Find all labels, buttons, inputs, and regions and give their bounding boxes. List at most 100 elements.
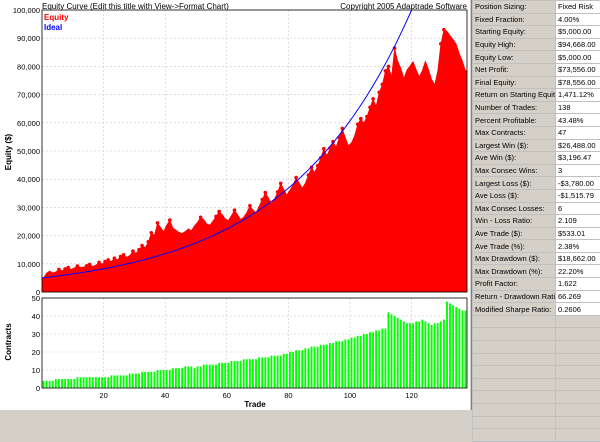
stats-row: Equity High:$94,668.00 xyxy=(473,38,600,51)
stat-label: Ave Win ($): xyxy=(473,152,556,165)
equity-tick-label: 70,000 xyxy=(17,91,40,100)
stats-row: Number of Trades:138 xyxy=(473,101,600,114)
contracts-bar xyxy=(301,350,303,388)
stats-row xyxy=(473,416,600,429)
stats-row xyxy=(473,341,600,354)
contracts-bar xyxy=(215,365,217,388)
stats-row: Starting Equity:$5,000.00 xyxy=(473,26,600,39)
contracts-bar xyxy=(80,377,82,388)
equity-tick-label: 10,000 xyxy=(17,260,40,269)
chart-title: Equity Curve (Edit this title with View-… xyxy=(42,2,229,11)
stat-label: Starting Equity: xyxy=(473,26,556,39)
contracts-bar xyxy=(132,374,134,388)
contracts-bar xyxy=(237,361,239,388)
stat-label: Number of Trades: xyxy=(473,101,556,114)
contracts-bar xyxy=(227,363,229,388)
contracts-bar xyxy=(357,336,359,388)
contracts-bar xyxy=(314,347,316,388)
stat-label xyxy=(473,416,556,429)
equity-tick-label: 50,000 xyxy=(17,147,40,156)
equity-tick-label: 20,000 xyxy=(17,232,40,241)
contracts-bar xyxy=(388,312,390,388)
contracts-bar xyxy=(455,307,457,388)
stat-value: 1,471.12% xyxy=(556,89,600,102)
contracts-bar xyxy=(172,368,174,388)
stat-value: 47 xyxy=(556,126,600,139)
contracts-bar xyxy=(323,345,325,388)
contracts-bar xyxy=(378,330,380,388)
contracts-bar xyxy=(409,323,411,388)
contracts-bar xyxy=(437,323,439,388)
stats-row: Ave Trade (%):2.38% xyxy=(473,240,600,253)
contracts-bar xyxy=(58,379,60,388)
contracts-bar xyxy=(372,332,374,388)
contracts-bar xyxy=(150,372,152,388)
contracts-bar xyxy=(249,359,251,388)
contracts-bar xyxy=(181,368,183,388)
stat-label: Win - Loss Ratio: xyxy=(473,215,556,228)
contracts-bar xyxy=(123,375,125,388)
equity-new-high-point xyxy=(365,115,369,119)
equity-new-high-point xyxy=(217,210,221,214)
contracts-bar xyxy=(95,377,97,388)
equity-new-high-point xyxy=(387,65,391,69)
legend-equity: Equity xyxy=(44,13,69,22)
contracts-bar xyxy=(243,359,245,388)
contracts-bar xyxy=(400,320,402,388)
stat-label: Fixed Fraction: xyxy=(473,13,556,26)
equity-new-high-point xyxy=(264,191,268,195)
contracts-bar xyxy=(187,366,189,388)
contracts-bar xyxy=(144,372,146,388)
trade-tick-label: 80 xyxy=(284,391,292,400)
contracts-bar xyxy=(101,377,103,388)
stat-label: Equity High: xyxy=(473,38,556,51)
stat-label: Largest Loss ($): xyxy=(473,177,556,190)
stats-row: Max Drawdown ($):$18,662.00 xyxy=(473,252,600,265)
stat-label: Percent Profitable: xyxy=(473,114,556,127)
equity-new-high-point xyxy=(307,173,311,177)
contracts-bar xyxy=(160,370,162,388)
contracts-bar xyxy=(126,375,128,388)
contracts-bar xyxy=(344,339,346,388)
contracts-bar xyxy=(209,365,211,388)
contracts-tick-label: 30 xyxy=(32,330,40,339)
contracts-bar xyxy=(354,338,356,388)
stats-row: Equity Low:$5,000.00 xyxy=(473,51,600,64)
contracts-bar xyxy=(351,338,353,388)
equity-new-high-point xyxy=(377,91,381,95)
contracts-bar xyxy=(418,321,420,388)
stats-row: Max Consec Losses:6 xyxy=(473,202,600,215)
equity-new-high-point xyxy=(279,182,283,186)
contracts-bar xyxy=(231,361,233,388)
stat-value: $94,668.00 xyxy=(556,38,600,51)
stat-value xyxy=(556,378,600,391)
stats-row xyxy=(473,429,600,442)
stat-label xyxy=(473,429,556,442)
contracts-bar xyxy=(49,381,51,388)
stats-row: Final Equity:$78,556.00 xyxy=(473,76,600,89)
contracts-bar xyxy=(462,311,464,388)
contracts-bar xyxy=(286,354,288,388)
equity-new-high-point xyxy=(233,208,237,212)
contracts-axis-label: Contracts xyxy=(4,323,13,361)
stats-row: Profit Factor:1.622 xyxy=(473,278,600,291)
contracts-bar xyxy=(203,365,205,388)
stat-label xyxy=(473,353,556,366)
equity-new-high-point xyxy=(97,261,101,265)
stat-label: Return on Starting Equity: xyxy=(473,89,556,102)
equity-new-high-point xyxy=(168,218,172,222)
contracts-bar xyxy=(412,323,414,388)
contracts-bar xyxy=(295,350,297,388)
stat-value: Fixed Risk xyxy=(556,1,600,14)
stat-label: Max Drawdown (%): xyxy=(473,265,556,278)
contracts-bar xyxy=(240,361,242,388)
stats-row: Ave Loss ($):-$1,515.79 xyxy=(473,189,600,202)
stat-value xyxy=(556,341,600,354)
stats-row: Net Profit:$73,556.00 xyxy=(473,63,600,76)
contracts-bar xyxy=(267,357,269,388)
contracts-bar xyxy=(320,345,322,388)
equity-tick-label: 30,000 xyxy=(17,203,40,212)
contracts-bar xyxy=(98,377,100,388)
stat-label xyxy=(473,315,556,328)
